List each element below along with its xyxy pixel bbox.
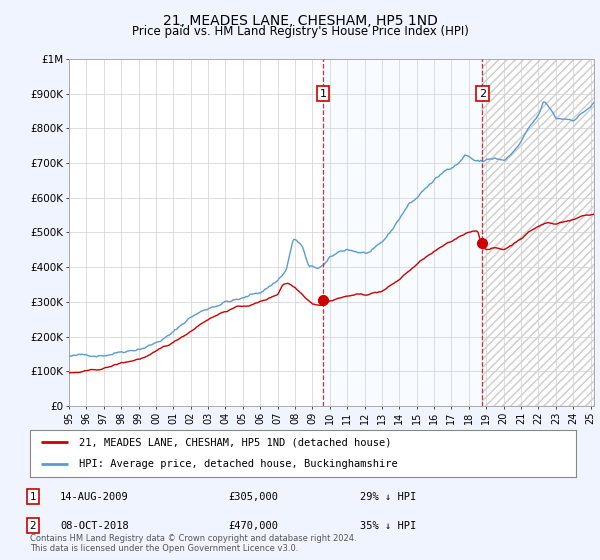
Text: 29% ↓ HPI: 29% ↓ HPI [360,492,416,502]
Text: Price paid vs. HM Land Registry's House Price Index (HPI): Price paid vs. HM Land Registry's House … [131,25,469,38]
Text: 2: 2 [479,88,486,99]
Text: £305,000: £305,000 [228,492,278,502]
Bar [482,59,594,406]
Text: 08-OCT-2018: 08-OCT-2018 [60,521,129,531]
Text: 1: 1 [29,492,37,502]
Text: 21, MEADES LANE, CHESHAM, HP5 1ND: 21, MEADES LANE, CHESHAM, HP5 1ND [163,14,437,28]
Text: 21, MEADES LANE, CHESHAM, HP5 1ND (detached house): 21, MEADES LANE, CHESHAM, HP5 1ND (detac… [79,437,392,447]
Text: 35% ↓ HPI: 35% ↓ HPI [360,521,416,531]
Text: HPI: Average price, detached house, Buckinghamshire: HPI: Average price, detached house, Buck… [79,459,398,469]
Bar [323,59,482,406]
Text: 14-AUG-2009: 14-AUG-2009 [60,492,129,502]
Text: 2: 2 [29,521,37,531]
Bar [482,59,594,406]
Text: £470,000: £470,000 [228,521,278,531]
Text: Contains HM Land Registry data © Crown copyright and database right 2024.
This d: Contains HM Land Registry data © Crown c… [30,534,356,553]
Text: 1: 1 [320,88,326,99]
